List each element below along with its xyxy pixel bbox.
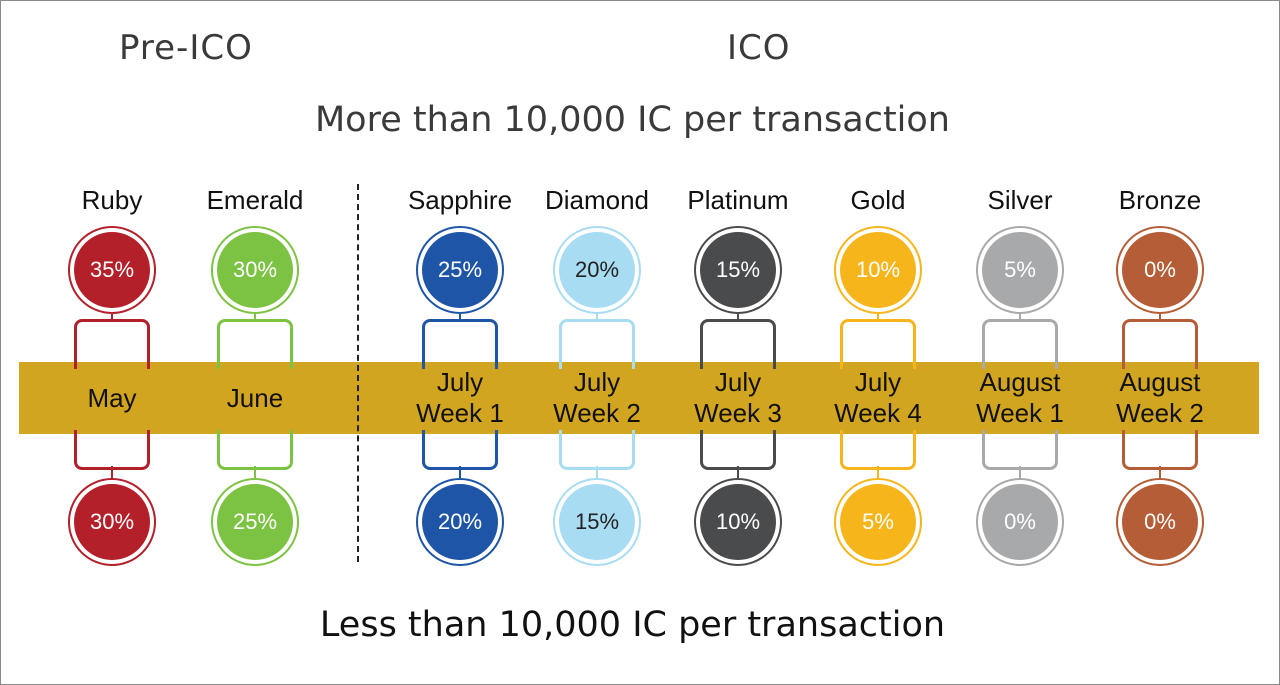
sale-period: August Week 2 [1070,366,1250,430]
tier-bronze: Bronze 0% August Week 2 0% [1090,0,1230,685]
sale-period: July Week 2 [507,366,687,430]
bonus-under-10k-badge: 30% [68,478,156,566]
stem-top [596,314,598,320]
connector-top [700,319,776,369]
period-line-1: July [436,367,484,397]
period-line-2: Week 1 [416,398,504,428]
bonus-under-10k-badge: 25% [211,478,299,566]
phase-divider [357,184,359,562]
sale-period: July Week 1 [370,366,550,430]
connector-top [559,319,635,369]
stem-bottom [111,466,113,478]
stem-bottom [254,466,256,478]
stem-top [1159,314,1161,320]
tier-name: Platinum [687,185,789,215]
tier-name: Diamond [544,185,650,215]
bonus-over-10k-badge: 35% [68,226,156,314]
bonus-over-10k-badge: 0% [1116,226,1204,314]
pre-ico-heading: Pre-ICO [119,28,253,68]
sale-period: July Week 4 [788,366,968,430]
bonus-under-10k-badge: 10% [694,478,782,566]
stem-top [1019,314,1021,320]
tier-name: Silver [987,185,1053,215]
period-line-1: July [854,367,902,397]
bonus-under-10k-badge: 0% [976,478,1064,566]
connector-bottom [1122,430,1198,470]
ico-heading: ICO [727,28,791,68]
timeline-band [19,362,1259,434]
tier-name: Sapphire [407,185,513,215]
period-line-1: July [573,367,621,397]
stem-bottom [1019,466,1021,478]
connector-top [840,319,916,369]
over-10k-caption: More than 10,000 IC per transaction [314,100,950,140]
connector-bottom [422,430,498,470]
bonus-over-10k-badge: 10% [834,226,922,314]
stem-bottom [459,466,461,478]
stem-bottom [877,466,879,478]
stem-bottom [596,466,598,478]
connector-top [1122,319,1198,369]
period-line-1: August [979,367,1061,397]
stem-top [459,314,461,320]
stem-top [254,314,256,320]
tier-gold: Gold 10% July Week 4 5% [808,0,948,685]
sale-period: July Week 3 [648,366,828,430]
period-line-2: Week 4 [834,398,922,428]
sale-period: June [165,366,345,430]
connector-bottom [840,430,916,470]
tier-diamond: Diamond 20% July Week 2 15% [527,0,667,685]
stem-top [877,314,879,320]
bonus-over-10k-badge: 25% [416,226,504,314]
connector-top [422,319,498,369]
period-line-1: May [87,382,137,413]
connector-bottom [74,430,150,470]
tier-platinum: Platinum 15% July Week 3 10% [668,0,808,685]
bonus-over-10k-badge: 5% [976,226,1064,314]
connector-bottom [982,430,1058,470]
stem-top [111,314,113,320]
connector-top [982,319,1058,369]
period-line-1: June [226,382,284,413]
bonus-over-10k-badge: 20% [553,226,641,314]
period-line-1: August [1119,367,1201,397]
under-10k-caption: Less than 10,000 IC per transaction [319,605,946,645]
tier-sapphire: Sapphire 25% July Week 1 20% [390,0,530,685]
sale-period: August Week 1 [930,366,1110,430]
sale-period: May [22,366,202,430]
period-line-1: July [714,367,762,397]
bonus-under-10k-badge: 20% [416,478,504,566]
stem-bottom [737,466,739,478]
bonus-under-10k-badge: 5% [834,478,922,566]
connector-top [217,319,293,369]
bonus-over-10k-badge: 15% [694,226,782,314]
period-line-2: Week 3 [694,398,782,428]
connector-bottom [217,430,293,470]
bonus-under-10k-badge: 0% [1116,478,1204,566]
tier-ruby: Ruby 35% May 30% [42,0,182,685]
period-line-2: Week 2 [1116,398,1204,428]
tier-name: Bronze [1118,185,1202,215]
bonus-over-10k-badge: 30% [211,226,299,314]
tier-emerald: Emerald 30% June 25% [185,0,325,685]
connector-bottom [559,430,635,470]
stem-bottom [1159,466,1161,478]
tier-silver: Silver 5% August Week 1 0% [950,0,1090,685]
period-line-2: Week 2 [553,398,641,428]
bonus-under-10k-badge: 15% [553,478,641,566]
tier-name: Emerald [206,185,304,215]
tier-name: Gold [850,185,906,215]
stem-top [737,314,739,320]
connector-top [74,319,150,369]
period-line-2: Week 1 [976,398,1064,428]
connector-bottom [700,430,776,470]
tier-name: Ruby [81,185,143,215]
